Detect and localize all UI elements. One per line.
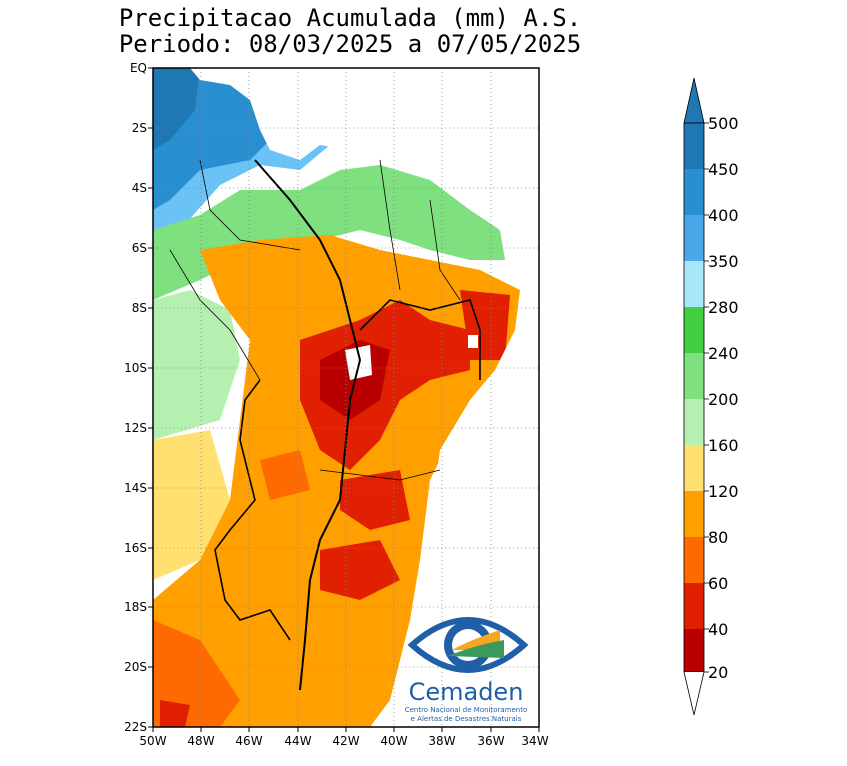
lon-label: 48W	[187, 734, 214, 748]
lat-label: 22S	[124, 720, 147, 734]
logo-name: Cemaden	[409, 678, 524, 706]
colorbar-label: 160	[708, 436, 739, 455]
colorbar-label: 120	[708, 482, 739, 501]
colorbar-label: 80	[708, 528, 728, 547]
lon-label: 36W	[477, 734, 504, 748]
colorbar-label: 60	[708, 574, 728, 593]
lat-label: 20S	[124, 660, 147, 674]
lat-label: 16S	[124, 541, 147, 555]
map-title-line1: Precipitacao Acumulada (mm) A.S.	[118, 4, 582, 32]
colorbar-label: 40	[708, 620, 728, 639]
colorbar: 500 450 400 350 280 240 200 160 120 80 6…	[683, 77, 739, 716]
lat-label: EQ	[130, 61, 147, 75]
lon-label: 42W	[332, 734, 359, 748]
lon-label: 40W	[380, 734, 407, 748]
map-grid	[153, 68, 539, 727]
colorbar-label: 500	[708, 114, 739, 133]
colorbar-label: 200	[708, 390, 739, 409]
axis-ticks	[148, 67, 540, 732]
lon-label: 44W	[284, 734, 311, 748]
lat-label: 4S	[132, 181, 147, 195]
lat-label: 2S	[132, 121, 147, 135]
colorbar-label: 450	[708, 160, 739, 179]
logo-subtitle2: e Alertas de Desastres Naturais	[411, 715, 522, 723]
lon-label: 46W	[235, 734, 262, 748]
lon-label: 50W	[139, 734, 166, 748]
lat-label: 14S	[124, 481, 147, 495]
lat-label: 10S	[124, 361, 147, 375]
lat-label: 6S	[132, 241, 147, 255]
lat-label: 18S	[124, 600, 147, 614]
colorbar-label: 240	[708, 344, 739, 363]
cemaden-logo: Cemaden Centro Nacional de Monitoramento…	[405, 617, 529, 723]
lon-label: 34W	[521, 734, 548, 748]
colorbar-label: 400	[708, 206, 739, 225]
logo-subtitle1: Centro Nacional de Monitoramento	[405, 706, 528, 714]
lat-label: 12S	[124, 421, 147, 435]
colorbar-label: 280	[708, 298, 739, 317]
precipitation-field	[153, 68, 539, 727]
colorbar-label: 20	[708, 663, 728, 682]
lon-label: 38W	[428, 734, 455, 748]
map-title-line2: Periodo: 08/03/2025 a 07/05/2025	[118, 30, 582, 58]
colorbar-label: 350	[708, 252, 739, 271]
lat-label: 8S	[132, 301, 147, 315]
